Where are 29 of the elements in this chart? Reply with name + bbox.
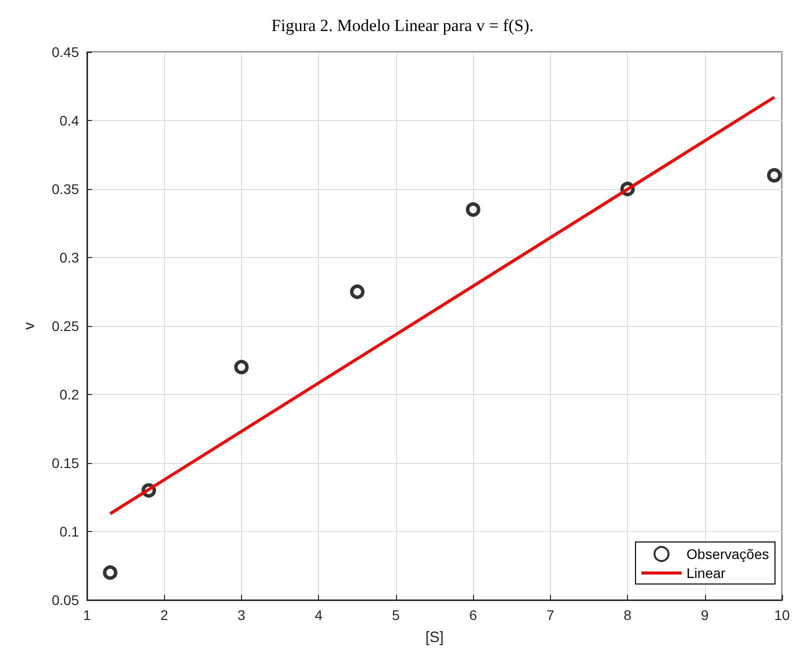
y-tick-label: 0.25 (52, 318, 80, 334)
x-tick-label: 8 (624, 607, 632, 623)
x-tick-label: 6 (469, 607, 478, 623)
x-axis-title: [S] (425, 629, 444, 646)
x-tick-label: 9 (700, 607, 709, 623)
point (350, 284, 365, 299)
legend-label: Linear (686, 565, 726, 581)
y-tick-label: 0.45 (52, 44, 80, 60)
y-axis-title: v (21, 322, 38, 330)
x-tick-label: 5 (392, 607, 400, 623)
point (466, 202, 480, 217)
point (234, 360, 249, 374)
x-tick-label: 7 (546, 607, 554, 623)
x-tick-label: 2 (160, 607, 168, 623)
y-tick-label: 0.4 (60, 112, 80, 128)
x-tick-label: 3 (238, 607, 246, 623)
point (102, 565, 118, 580)
y-tick-label: 0.1 (60, 524, 80, 540)
point (767, 168, 782, 183)
legend-label: Observações (686, 546, 769, 562)
y-tick-label: 0.3 (60, 250, 80, 266)
y-tick-label: 0.05 (52, 592, 80, 608)
y-tick-label: 0.15 (52, 455, 80, 471)
x-tick-label: 4 (314, 607, 323, 623)
chart-title: Figura 2. Modelo Linear para v = f(S). (271, 16, 534, 35)
x-tick-label: 10 (774, 607, 790, 623)
y-tick-label: 0.2 (60, 386, 80, 402)
y-tick-label: 0.35 (52, 181, 80, 197)
x-tick-label: 1 (83, 607, 92, 623)
